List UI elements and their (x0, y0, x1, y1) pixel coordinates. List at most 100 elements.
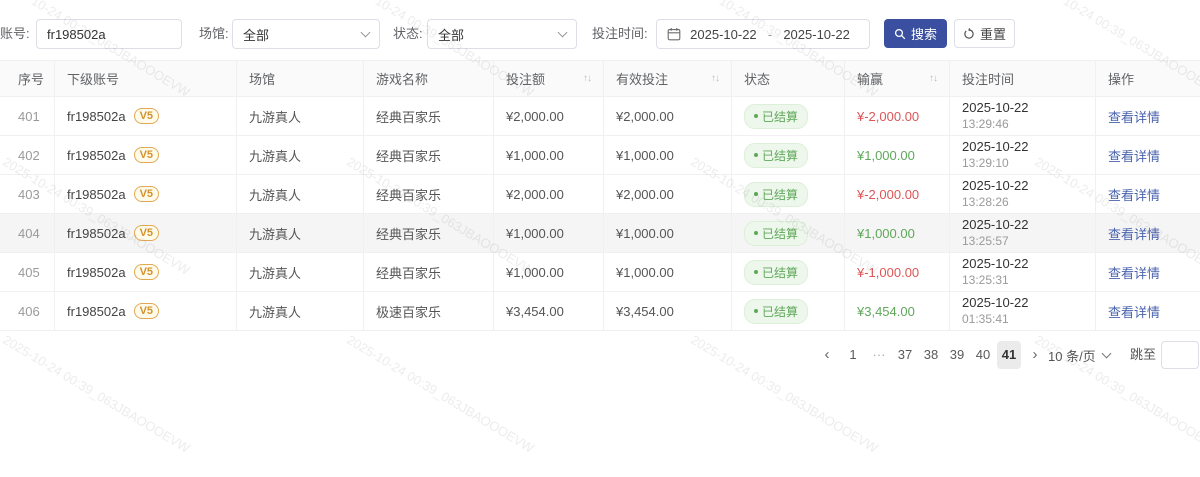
status-badge: 已结算 (744, 181, 809, 207)
bet-time: 13:25:31 (962, 272, 1009, 287)
view-details-link[interactable]: 查看详情 (1108, 187, 1161, 203)
date-separator: - (767, 26, 773, 42)
view-details-link[interactable]: 查看详情 (1108, 304, 1161, 320)
cell-bet-amount: ¥3,454.00 (494, 292, 604, 330)
cell-seq: 401 (0, 97, 55, 135)
header-bet-amount[interactable]: 投注额 ↑↓ (494, 61, 604, 96)
status-label: 状态: (393, 26, 423, 41)
status-dot-icon (754, 192, 758, 196)
cell-valid-bet: ¥2,000.00 (604, 175, 732, 213)
bet-records-table: 序号 下级账号 场馆 游戏名称 投注额 ↑↓ 有效投注 ↑↓ 状态 输赢 ↑↓ 投注时… (0, 60, 1200, 331)
header-valid-bet[interactable]: 有效投注 ↑↓ (604, 61, 732, 96)
status-badge: 已结算 (744, 220, 809, 246)
bet-date: 2025-10-22 (962, 138, 1029, 154)
cell-winloss: ¥3,454.00 (845, 292, 950, 330)
bet-date: 2025-10-22 (962, 99, 1029, 115)
table-row: 405 fr198502a V5 九游真人 经典百家乐 ¥1,000.00 ¥1… (0, 253, 1200, 292)
reset-button[interactable]: 重置 (954, 19, 1015, 48)
cell-bet-time: 2025-10-22 13:29:10 (950, 136, 1096, 174)
page-list: 1 ··· 37 38 39 40 41 (840, 341, 1022, 369)
search-button[interactable]: 搜索 (884, 19, 947, 48)
bet-time: 13:28:26 (962, 194, 1009, 209)
cell-valid-bet: ¥3,454.00 (604, 292, 732, 330)
cell-bet-time: 2025-10-22 13:25:31 (950, 253, 1096, 291)
status-badge: 已结算 (744, 298, 809, 324)
winloss-value: ¥-2,000.00 (857, 108, 920, 124)
cell-venue: 九游真人 (237, 292, 364, 330)
header-action: 操作 (1108, 72, 1135, 87)
page-number-40[interactable]: 40 (975, 347, 991, 362)
header-sub-account: 下级账号 (55, 61, 237, 96)
pagination: ‹ 1 ··· 37 38 39 40 41 › (814, 341, 1048, 369)
date-range-picker[interactable]: 2025-10-22 - 2025-10-22 (656, 19, 870, 49)
cell-valid-bet: ¥2,000.00 (604, 97, 732, 135)
cell-game-name: 经典百家乐 (364, 175, 494, 213)
page-size-select[interactable]: 10 条/页 (1048, 341, 1112, 369)
next-page-button[interactable]: › (1032, 346, 1038, 363)
account-input[interactable] (36, 19, 182, 49)
cell-action: 查看详情 (1096, 136, 1200, 174)
cell-account: fr198502a V5 (55, 136, 237, 174)
view-details-link[interactable]: 查看详情 (1108, 226, 1161, 242)
cell-seq: 404 (0, 214, 55, 252)
account-label: 账号: (0, 26, 30, 41)
cell-venue: 九游真人 (237, 253, 364, 291)
cell-seq: 402 (0, 136, 55, 174)
cell-bet-amount: ¥1,000.00 (494, 214, 604, 252)
page-number-41[interactable]: 41 (997, 341, 1021, 369)
page-number-37[interactable]: 37 (897, 347, 913, 362)
status-dot-icon (754, 309, 758, 313)
status-dot-icon (754, 114, 758, 118)
watermark-text: 2025-10-24 00:39_063JBAOOOEVW (344, 332, 537, 456)
status-select[interactable]: 全部 (427, 19, 577, 49)
chevron-down-icon (1101, 348, 1112, 359)
header-winloss[interactable]: 输赢 ↑↓ (845, 61, 950, 96)
cell-bet-time: 2025-10-22 13:29:46 (950, 97, 1096, 135)
cell-account: fr198502a V5 (55, 214, 237, 252)
account-text: fr198502a (67, 225, 126, 241)
page-number-1[interactable]: 1 (849, 347, 857, 362)
search-icon (894, 28, 906, 39)
bet-time: 13:29:46 (962, 116, 1009, 131)
view-details-link[interactable]: 查看详情 (1108, 265, 1161, 281)
cell-status: 已结算 (732, 175, 845, 213)
cell-action: 查看详情 (1096, 292, 1200, 330)
cell-status: 已结算 (732, 253, 845, 291)
page-size-value: 10 条/页 (1048, 348, 1096, 364)
page-number-39[interactable]: 39 (949, 347, 965, 362)
page-number-38[interactable]: 38 (923, 347, 939, 362)
sort-icon[interactable]: ↑↓ (929, 73, 938, 84)
view-details-link[interactable]: 查看详情 (1108, 148, 1161, 164)
bet-date: 2025-10-22 (962, 216, 1029, 232)
cell-account: fr198502a V5 (55, 97, 237, 135)
cell-seq: 405 (0, 253, 55, 291)
bet-time: 01:35:41 (962, 311, 1009, 326)
cell-venue: 九游真人 (237, 214, 364, 252)
status-dot-icon (754, 231, 758, 235)
cell-action: 查看详情 (1096, 253, 1200, 291)
header-status: 状态 (732, 61, 845, 96)
cell-winloss: ¥-1,000.00 (845, 253, 950, 291)
winloss-value: ¥-1,000.00 (857, 264, 920, 280)
venue-select[interactable]: 全部 (232, 19, 380, 49)
date-end-value[interactable]: 2025-10-22 (783, 26, 850, 42)
status-badge: 已结算 (744, 103, 809, 129)
calendar-icon (667, 28, 681, 41)
header-bet-time: 投注时间 (950, 61, 1096, 96)
status-dot-icon (754, 153, 758, 157)
view-details-link[interactable]: 查看详情 (1108, 109, 1161, 125)
bet-date: 2025-10-22 (962, 294, 1029, 310)
header-seq: 序号 (0, 61, 55, 96)
cell-action: 查看详情 (1096, 175, 1200, 213)
page-ellipsis[interactable]: ··· (872, 347, 886, 362)
sort-icon[interactable]: ↑↓ (711, 73, 720, 84)
jump-to-input[interactable] (1161, 341, 1199, 369)
bet-date: 2025-10-22 (962, 177, 1029, 193)
bet-time-label: 投注时间: (592, 26, 648, 41)
prev-page-button[interactable]: ‹ (824, 346, 830, 363)
date-start-value[interactable]: 2025-10-22 (690, 26, 757, 42)
table-row: 401 fr198502a V5 九游真人 经典百家乐 ¥2,000.00 ¥2… (0, 97, 1200, 136)
sort-icon[interactable]: ↑↓ (583, 73, 592, 84)
cell-game-name: 经典百家乐 (364, 253, 494, 291)
